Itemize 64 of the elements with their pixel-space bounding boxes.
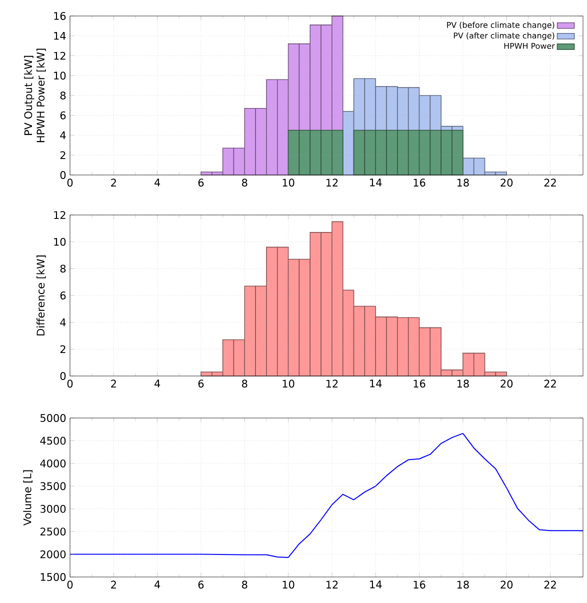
y-tick-label: 4000 bbox=[40, 459, 66, 468]
x-tick-label: 20 bbox=[500, 380, 513, 388]
x-tick-label: 8 bbox=[242, 380, 248, 388]
x-tick-label: 6 bbox=[198, 380, 204, 388]
x-tick-label: 4 bbox=[154, 178, 160, 186]
x-tick-label: 18 bbox=[457, 178, 469, 187]
text: Volume [L] bbox=[23, 470, 33, 526]
x-tick-label: 4 bbox=[154, 380, 160, 388]
y-tick-label: 4 bbox=[60, 318, 66, 326]
y-tick-label: 3000 bbox=[40, 504, 66, 513]
y-tick-label: 10 bbox=[54, 72, 66, 80]
y-tick-label: 0 bbox=[60, 372, 66, 380]
x-tick-label: 18 bbox=[457, 580, 469, 589]
x-tick-label: 12 bbox=[326, 580, 338, 588]
y-tick-label: 2500 bbox=[40, 528, 66, 536]
x-tick-label: 22 bbox=[544, 178, 556, 186]
text: HPWH Power [kW] bbox=[36, 48, 46, 142]
x-tick-label: 16 bbox=[414, 178, 426, 187]
y-tick-label: 8 bbox=[60, 264, 66, 273]
x-tick-label: 8 bbox=[242, 580, 248, 589]
x-tick-label: 2 bbox=[111, 178, 116, 186]
y-tick-label: 16 bbox=[54, 12, 66, 20]
x-tick-label: 20 bbox=[500, 178, 513, 187]
y-tick-label: 1500 bbox=[40, 573, 66, 581]
x-tick-label: 18 bbox=[457, 380, 469, 388]
y-tick-label: 2 bbox=[60, 345, 66, 354]
y-tick-label: 4 bbox=[60, 131, 66, 140]
x-tick-label: 4 bbox=[154, 580, 160, 588]
x-tick-label: 2 bbox=[111, 380, 116, 388]
x-tick-label: 10 bbox=[282, 178, 294, 187]
x-tick-label: 20 bbox=[500, 580, 513, 589]
y-tick-label: 14 bbox=[54, 32, 66, 40]
x-tick-label: 0 bbox=[67, 380, 73, 388]
text: PV Output [kW] bbox=[24, 56, 34, 135]
x-tick-label: 10 bbox=[282, 580, 294, 589]
x-tick-label: 16 bbox=[414, 580, 426, 589]
y-tick-label: 0 bbox=[60, 171, 66, 179]
y-tick-label: 12 bbox=[54, 52, 66, 60]
y-tick-label: 8 bbox=[60, 92, 66, 100]
y-tick-label: 2000 bbox=[40, 550, 66, 558]
x-tick-label: 10 bbox=[282, 380, 294, 388]
x-tick-label: 14 bbox=[370, 178, 382, 186]
x-tick-label: 6 bbox=[198, 178, 204, 187]
x-tick-label: 22 bbox=[544, 580, 556, 588]
y-tick-label: 5000 bbox=[40, 414, 66, 422]
y-tick-label: 6 bbox=[60, 292, 66, 300]
x-tick-label: 14 bbox=[370, 380, 382, 388]
y-tick-label: 10 bbox=[54, 238, 66, 246]
y-tick-label: 2 bbox=[60, 151, 66, 159]
x-tick-label: 6 bbox=[198, 580, 204, 589]
x-tick-label: 8 bbox=[242, 178, 248, 187]
x-tick-label: 22 bbox=[544, 380, 556, 388]
x-tick-label: 14 bbox=[370, 580, 382, 588]
y-tick-label: 4500 bbox=[40, 436, 66, 445]
x-tick-label: 0 bbox=[67, 580, 73, 589]
y-tick-label: 3500 bbox=[40, 482, 66, 490]
x-tick-label: 16 bbox=[414, 380, 426, 388]
x-tick-label: 12 bbox=[326, 178, 338, 186]
x-tick-label: 2 bbox=[111, 580, 116, 588]
x-tick-label: 0 bbox=[67, 178, 73, 187]
y-tick-label: 12 bbox=[54, 211, 66, 219]
x-tick-label: 12 bbox=[326, 380, 338, 388]
y-tick-label: 6 bbox=[60, 111, 66, 120]
text: Difference [kW] bbox=[36, 255, 46, 336]
